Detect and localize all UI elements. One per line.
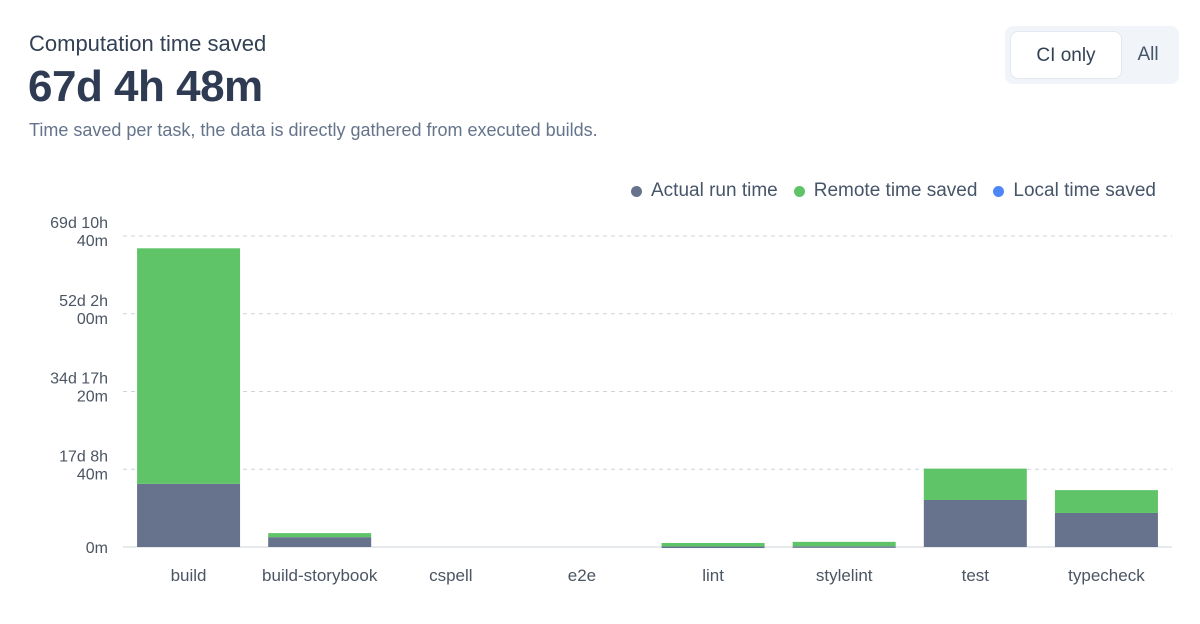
all-button[interactable]: All	[1137, 44, 1159, 65]
ci-only-button[interactable]: CI only	[1010, 31, 1122, 79]
x-tick-label: cspell	[429, 566, 472, 585]
y-tick-label: 52d 2h	[59, 293, 108, 310]
chart-subtitle: Time saved per task, the data is directl…	[29, 120, 598, 140]
y-tick-label: 69d 10h	[50, 215, 108, 232]
x-tick-label: typecheck	[1068, 566, 1145, 585]
x-tick-label: e2e	[568, 566, 596, 585]
bar-typecheck-actual-run-time	[1054, 512, 1158, 547]
legend-label-remote: Remote time saved	[813, 180, 978, 201]
x-tick-label: build	[171, 566, 207, 585]
scope-toggle: CI only All	[1005, 26, 1179, 84]
legend-item-actual[interactable]: Actual run time	[631, 180, 778, 202]
legend-dot-actual	[631, 185, 642, 197]
bar-build-remote-time-saved	[137, 248, 241, 484]
bar-build-storybook-remote-time-saved	[268, 533, 372, 538]
x-tick-label: lint	[702, 566, 724, 585]
bar-stylelint-remote-time-saved	[792, 541, 896, 547]
y-tick-label: 20m	[77, 389, 108, 406]
y-tick-label: 40m	[77, 466, 108, 483]
legend-label-local: Local time saved	[1013, 180, 1156, 201]
chart-legend: Actual run time Remote time saved Local …	[631, 180, 1156, 202]
legend-item-remote[interactable]: Remote time saved	[793, 180, 978, 202]
y-tick-label: 34d 17h	[50, 371, 108, 388]
legend-dot-remote	[793, 185, 805, 197]
y-tick-label: 40m	[77, 233, 108, 250]
y-tick-label: 17d 8h	[59, 448, 108, 465]
bar-lint-remote-time-saved	[661, 542, 765, 547]
x-tick-label: test	[962, 566, 990, 585]
bar-test-remote-time-saved	[923, 468, 1027, 500]
legend-item-local[interactable]: Local time saved	[993, 180, 1156, 202]
legend-dot-local	[993, 185, 1005, 197]
bar-stylelint-actual-run-time	[792, 546, 896, 548]
bar-lint-actual-run-time	[661, 546, 765, 549]
bar-build-actual-run-time	[137, 483, 241, 547]
y-tick-label: 00m	[77, 311, 108, 328]
y-tick-label: 0m	[86, 540, 108, 557]
bar-typecheck-remote-time-saved	[1054, 490, 1158, 513]
bar-test-actual-run-time	[923, 499, 1027, 547]
total-time-saved: 67d 4h 48m	[28, 62, 263, 111]
bar-build-storybook-actual-run-time	[268, 537, 372, 547]
chart-title: Computation time saved	[29, 31, 267, 56]
x-tick-label: stylelint	[816, 566, 873, 585]
x-tick-label: build-storybook	[262, 566, 378, 585]
legend-label-actual: Actual run time	[651, 180, 778, 201]
